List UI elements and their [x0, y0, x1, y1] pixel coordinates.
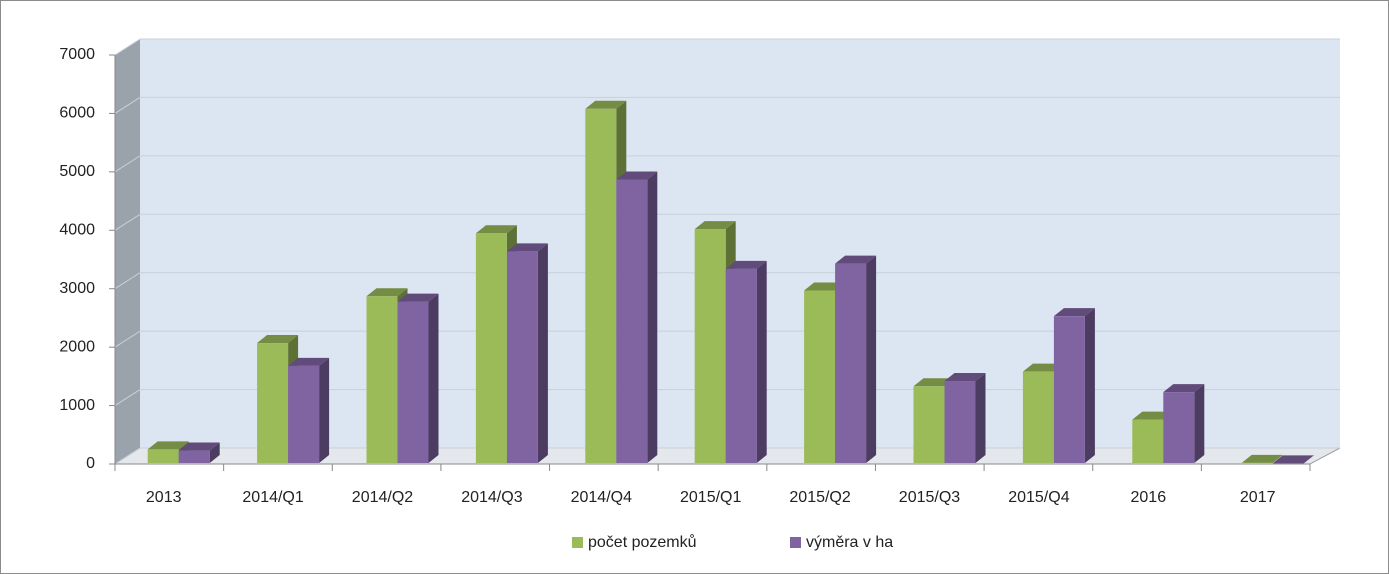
bar-top	[725, 260, 767, 269]
grid-line-side	[114, 330, 141, 348]
y-tick-label: 7000	[59, 46, 95, 63]
y-tick-label: 6000	[59, 105, 95, 122]
bar-side	[647, 171, 658, 463]
bar-side	[756, 260, 767, 463]
bar-side	[1194, 384, 1205, 463]
bar	[585, 108, 617, 464]
bar	[835, 263, 867, 463]
x-tick-label: 2015/Q4	[1008, 489, 1069, 506]
bar-top	[506, 243, 548, 252]
y-tick-label: 0	[86, 455, 95, 472]
bar-top	[616, 171, 658, 180]
bar	[147, 449, 179, 463]
bar-top	[944, 373, 986, 382]
bar-top	[288, 357, 330, 366]
y-tick-label: 1000	[59, 397, 95, 414]
bar-top	[1053, 308, 1095, 317]
grid-line-side	[114, 97, 141, 114]
bar	[288, 365, 320, 463]
x-tick-label: 2013	[146, 489, 182, 506]
legend-swatch	[572, 537, 583, 548]
grid-line-side	[114, 272, 141, 290]
bar-top	[147, 441, 189, 450]
bar-side	[319, 357, 330, 463]
x-tick-label: 2017	[1240, 489, 1276, 506]
bar	[913, 386, 945, 463]
x-tick-label: 2014/Q2	[352, 489, 413, 506]
bar-top	[835, 255, 877, 264]
bar	[944, 381, 976, 463]
bar-top	[585, 100, 627, 109]
x-tick-label: 2015/Q2	[789, 489, 850, 506]
bar	[1022, 371, 1054, 463]
y-tick-label: 2000	[59, 338, 95, 355]
bar-top	[1022, 363, 1064, 372]
y-tick-label: 4000	[59, 222, 95, 239]
legend-label: počet pozemků	[588, 533, 697, 551]
side-wall	[115, 39, 140, 464]
legend-label: výměra v ha	[806, 534, 893, 551]
bar-top	[694, 221, 736, 230]
bar	[366, 296, 398, 463]
bar	[1053, 316, 1085, 463]
bar	[804, 290, 836, 463]
bar-side	[209, 442, 220, 463]
bar-top	[475, 225, 517, 234]
bar-top	[1241, 454, 1283, 463]
x-tick-label: 2014/Q1	[242, 489, 303, 506]
bar-top	[913, 378, 955, 387]
x-tick-label: 2016	[1131, 489, 1167, 506]
bar-top	[366, 288, 408, 297]
bar-side	[428, 293, 439, 463]
grid-line-side	[114, 155, 141, 173]
grid-line-side	[114, 213, 141, 231]
y-tick-label: 5000	[59, 163, 95, 180]
x-tick-label: 2015/Q1	[680, 489, 741, 506]
grid-line-side	[114, 447, 141, 465]
bar-side	[1272, 454, 1283, 463]
bar	[616, 179, 648, 463]
bar	[475, 233, 507, 463]
bar-top	[1163, 384, 1205, 393]
bar	[694, 229, 726, 463]
x-tick-label: 2014/Q4	[571, 489, 632, 506]
bar-top	[178, 442, 220, 451]
bar	[1163, 392, 1195, 463]
bar-top	[257, 335, 299, 344]
x-tick-label: 2014/Q3	[461, 489, 522, 506]
bar	[257, 343, 289, 463]
bar-top	[1272, 455, 1314, 464]
bar	[397, 301, 429, 463]
bar-side	[866, 255, 877, 463]
bar	[178, 450, 210, 463]
bar	[1132, 419, 1164, 463]
bar-top	[1132, 411, 1174, 420]
grid-line-side	[114, 38, 141, 56]
bar	[506, 251, 538, 463]
grid-line-side	[114, 389, 141, 406]
back-wall	[140, 39, 1340, 448]
bar-side	[975, 373, 986, 463]
bar-side	[537, 243, 548, 463]
x-tick-label: 2015/Q3	[899, 489, 960, 506]
bar-top	[804, 282, 846, 291]
bar-side	[1084, 308, 1095, 463]
bar-top	[397, 293, 439, 302]
y-tick-label: 3000	[59, 280, 95, 297]
legend-swatch	[790, 537, 801, 548]
bar	[725, 268, 757, 463]
